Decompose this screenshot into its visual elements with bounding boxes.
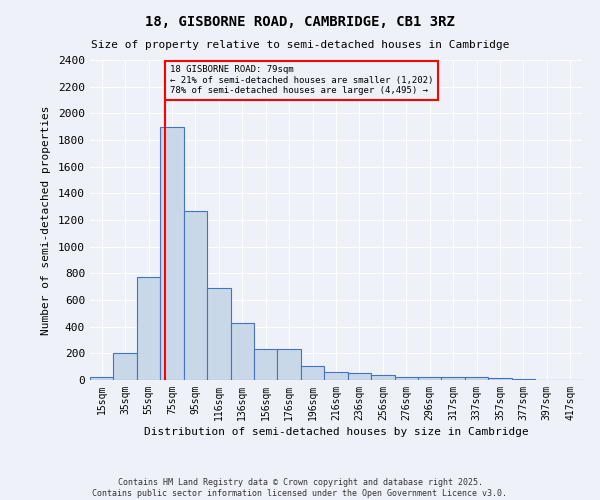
Bar: [184, 210, 207, 380]
Bar: [512, 378, 535, 380]
Bar: [254, 350, 277, 380]
Bar: [90, 376, 113, 380]
Text: 18, GISBORNE ROAD, CAMBRIDGE, CB1 3RZ: 18, GISBORNE ROAD, CAMBRIDGE, CB1 3RZ: [145, 15, 455, 29]
Bar: [371, 376, 395, 380]
Bar: [324, 372, 348, 380]
Bar: [465, 378, 488, 380]
Bar: [277, 350, 301, 380]
Bar: [301, 366, 324, 380]
Bar: [418, 378, 442, 380]
Bar: [137, 278, 160, 380]
Text: 18 GISBORNE ROAD: 79sqm
← 21% of semi-detached houses are smaller (1,202)
78% of: 18 GISBORNE ROAD: 79sqm ← 21% of semi-de…: [170, 66, 433, 95]
Text: Contains HM Land Registry data © Crown copyright and database right 2025.
Contai: Contains HM Land Registry data © Crown c…: [92, 478, 508, 498]
Text: Size of property relative to semi-detached houses in Cambridge: Size of property relative to semi-detach…: [91, 40, 509, 50]
Bar: [395, 376, 418, 380]
Bar: [488, 378, 512, 380]
Bar: [442, 378, 465, 380]
Y-axis label: Number of semi-detached properties: Number of semi-detached properties: [41, 106, 51, 335]
Bar: [160, 126, 184, 380]
Bar: [207, 288, 230, 380]
Bar: [230, 322, 254, 380]
Bar: [113, 354, 137, 380]
Bar: [348, 372, 371, 380]
X-axis label: Distribution of semi-detached houses by size in Cambridge: Distribution of semi-detached houses by …: [143, 427, 529, 437]
